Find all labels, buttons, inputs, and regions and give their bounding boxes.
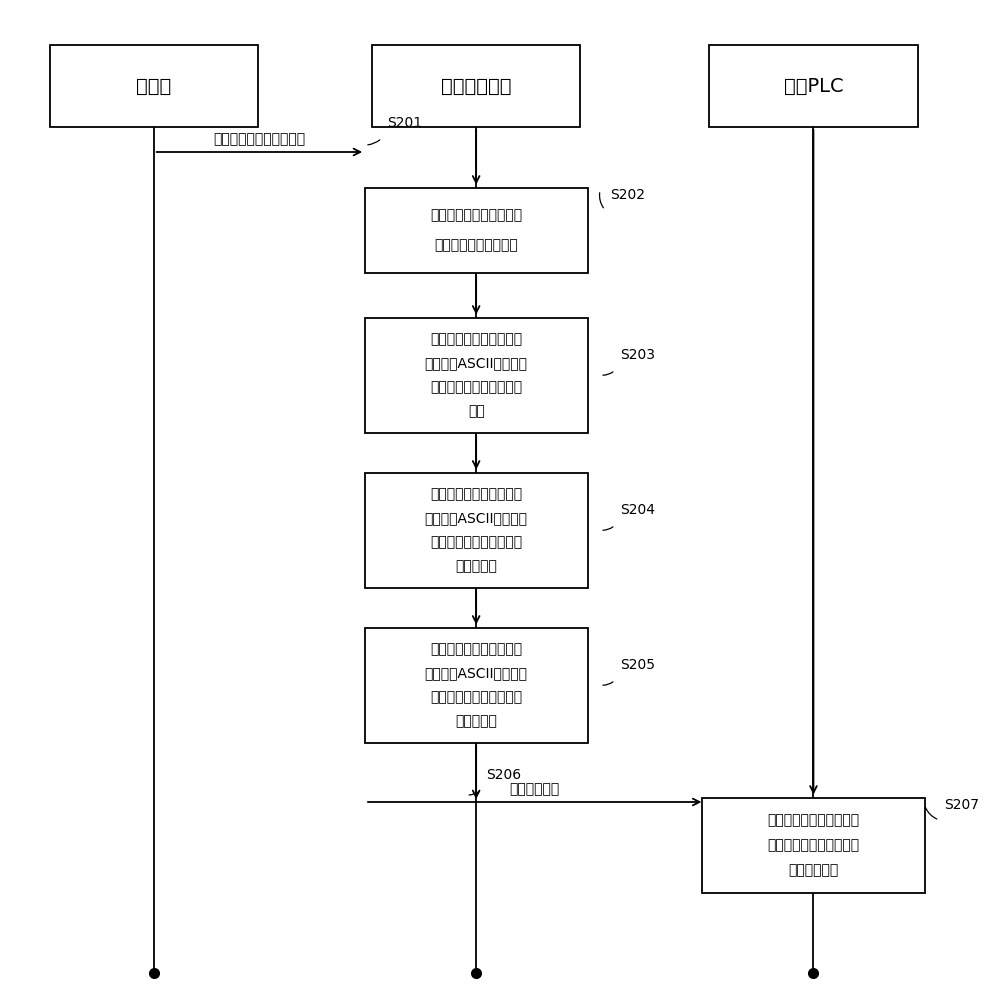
Text: S204: S204 — [620, 503, 655, 517]
Text: 数据转换单元: 数据转换单元 — [440, 77, 512, 96]
Text: 将初始测量数据的小数部: 将初始测量数据的小数部 — [431, 642, 522, 656]
Bar — [365, 628, 587, 742]
Text: 目标测量数据: 目标测量数据 — [510, 782, 559, 796]
Text: 置为目标测量数据的第四: 置为目标测量数据的第四 — [431, 535, 522, 549]
Text: 至第六字节: 至第六字节 — [455, 559, 497, 573]
Text: 分转换为ASCII码，并设: 分转换为ASCII码，并设 — [425, 511, 528, 525]
Bar — [365, 473, 587, 587]
Bar — [50, 45, 258, 127]
Text: S207: S207 — [944, 798, 979, 812]
Bar — [365, 318, 587, 432]
Bar — [701, 798, 925, 892]
Text: 千分尺: 千分尺 — [136, 77, 172, 96]
Text: 初始测量数据以及站地址: 初始测量数据以及站地址 — [213, 132, 306, 146]
Text: 号转换为ASCII码，并设: 号转换为ASCII码，并设 — [425, 356, 528, 370]
Text: 字节: 字节 — [468, 404, 484, 418]
Text: S205: S205 — [620, 658, 655, 672]
Bar — [372, 45, 580, 127]
Text: 置为目标测量数据的第八: 置为目标测量数据的第八 — [431, 690, 522, 704]
Text: 将初始测量数据的正负符: 将初始测量数据的正负符 — [431, 332, 522, 346]
Bar — [709, 45, 918, 127]
Text: S206: S206 — [486, 768, 521, 782]
Text: S201: S201 — [387, 116, 422, 130]
Text: 将站地址设置为目标测量: 将站地址设置为目标测量 — [431, 208, 522, 222]
Text: 数据的第一至第二字节: 数据的第一至第二字节 — [434, 238, 518, 252]
Text: 目标PLC: 目标PLC — [784, 77, 843, 96]
Text: 尺的测量数据: 尺的测量数据 — [789, 863, 838, 877]
Text: S202: S202 — [610, 188, 645, 202]
Text: 将初始测量数据的整数部: 将初始测量数据的整数部 — [431, 487, 522, 501]
Text: 分转换为ASCII码，并设: 分转换为ASCII码，并设 — [425, 666, 528, 680]
Text: S203: S203 — [620, 348, 655, 362]
Text: 置为目标测量数据的第三: 置为目标测量数据的第三 — [431, 380, 522, 394]
Text: 目标测量数据，确定千分: 目标测量数据，确定千分 — [768, 838, 859, 852]
Text: 至第十字节: 至第十字节 — [455, 714, 497, 728]
Text: 根据目标传输协议，解析: 根据目标传输协议，解析 — [768, 813, 859, 827]
Bar — [365, 188, 587, 272]
